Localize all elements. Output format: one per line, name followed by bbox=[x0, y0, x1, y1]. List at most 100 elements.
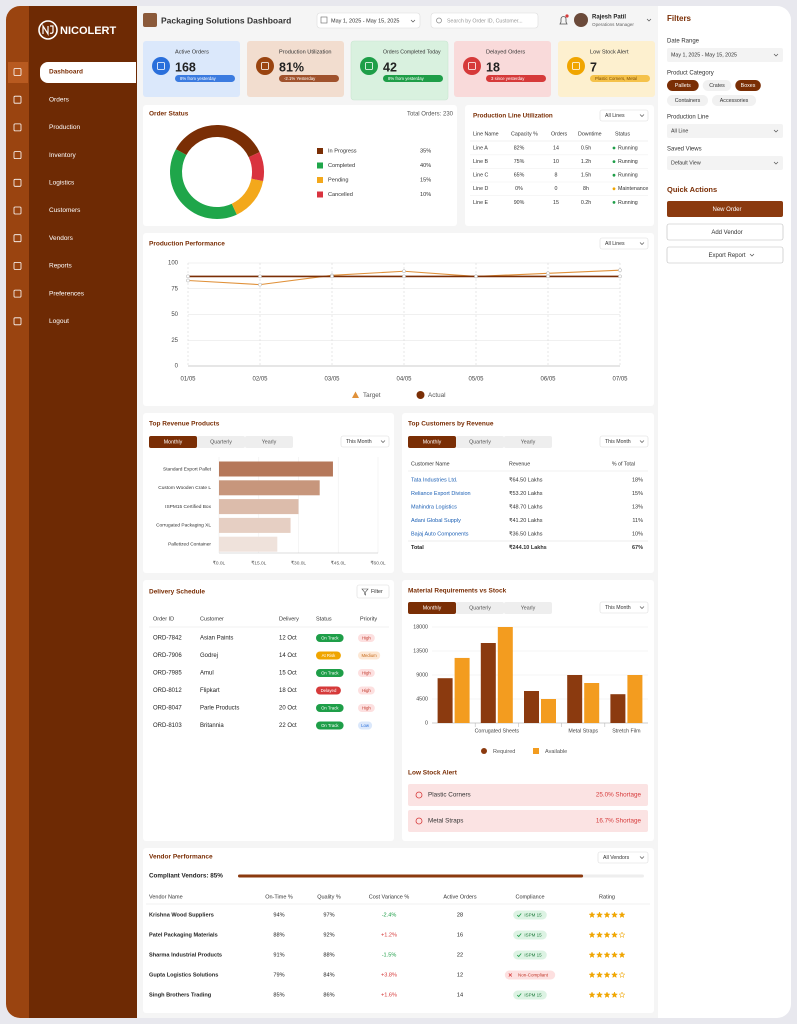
legend-swatch bbox=[317, 148, 323, 154]
table-cell: 14 Oct bbox=[279, 653, 297, 659]
nav-item[interactable]: Orders bbox=[49, 96, 70, 103]
nav-item[interactable]: Dashboard bbox=[49, 69, 83, 76]
table-cell: 84% bbox=[323, 972, 334, 978]
alert-shortage: 16.7% Shortage bbox=[596, 818, 642, 825]
nav-item[interactable]: Preferences bbox=[49, 290, 85, 297]
bar bbox=[524, 691, 539, 723]
nav-item[interactable]: Inventory bbox=[49, 152, 76, 159]
table-header: Rating bbox=[599, 894, 615, 900]
customer-name[interactable]: Adani Global Supply bbox=[411, 518, 461, 524]
legend-marker bbox=[481, 748, 487, 754]
card bbox=[402, 413, 654, 573]
kpi-note-pill bbox=[590, 75, 650, 82]
category-chip[interactable] bbox=[667, 80, 699, 91]
select[interactable] bbox=[667, 156, 783, 170]
tab[interactable] bbox=[456, 436, 504, 448]
dropdown[interactable] bbox=[340, 435, 390, 448]
nav-item[interactable]: Production bbox=[49, 124, 80, 131]
rating bbox=[588, 911, 626, 918]
tab[interactable] bbox=[149, 436, 197, 448]
tab[interactable] bbox=[456, 602, 504, 614]
card bbox=[465, 105, 654, 226]
select[interactable] bbox=[667, 48, 783, 62]
category-chip[interactable] bbox=[712, 95, 757, 106]
legend-swatch bbox=[317, 191, 323, 198]
alert-icon bbox=[415, 791, 423, 799]
tab[interactable] bbox=[504, 436, 552, 448]
legend-swatch bbox=[317, 162, 323, 169]
tab[interactable] bbox=[504, 602, 552, 614]
kpi-glyph bbox=[157, 62, 165, 70]
select[interactable] bbox=[667, 124, 783, 138]
revenue: ₹53.20 Lakhs bbox=[509, 490, 543, 497]
nav-item[interactable]: Vendors bbox=[49, 235, 74, 242]
card-title: Vendor Performance bbox=[149, 854, 213, 861]
check-icon bbox=[516, 953, 522, 958]
chevron bbox=[639, 440, 645, 443]
dropdown[interactable] bbox=[597, 851, 649, 864]
action-label[interactable]: New Order bbox=[712, 207, 741, 213]
date-picker[interactable] bbox=[316, 12, 421, 29]
kpi-note: 8% from yesterday bbox=[180, 76, 217, 81]
action-button[interactable] bbox=[667, 201, 783, 217]
nav-item[interactable]: Logout bbox=[49, 318, 69, 325]
dropdown[interactable] bbox=[599, 109, 649, 122]
tab[interactable] bbox=[408, 602, 456, 614]
kpi-card bbox=[247, 41, 344, 97]
share: 15% bbox=[632, 491, 643, 497]
search-box[interactable] bbox=[430, 12, 539, 29]
nav-item[interactable]: Customers bbox=[49, 207, 81, 214]
point bbox=[258, 274, 262, 279]
chevron bbox=[639, 856, 645, 859]
nav-icon bbox=[13, 234, 22, 243]
legend-value: 40% bbox=[420, 163, 431, 169]
tab[interactable] bbox=[245, 436, 293, 448]
compliance-pill bbox=[513, 910, 547, 920]
dropdown-label: This Month bbox=[605, 605, 631, 611]
table-cell: 20 Oct bbox=[279, 706, 297, 712]
kpi-icon bbox=[256, 57, 274, 75]
action-button[interactable] bbox=[666, 246, 784, 264]
dropdown-label: This Month bbox=[346, 439, 372, 445]
action-button[interactable] bbox=[666, 223, 784, 241]
customer-name[interactable]: Tata Industries Ltd. bbox=[411, 477, 458, 483]
dropdown[interactable] bbox=[599, 435, 649, 448]
customer-name[interactable]: Bajaj Auto Components bbox=[411, 531, 469, 537]
table-cell: 0% bbox=[515, 186, 523, 192]
tab[interactable] bbox=[408, 436, 456, 448]
table-cell: Flipkart bbox=[200, 688, 220, 694]
kpi-note-pill bbox=[383, 75, 443, 82]
table-cell: 1.5h bbox=[581, 173, 591, 179]
y-tick-label: 13500 bbox=[413, 648, 428, 654]
nav-item[interactable]: Logistics bbox=[49, 180, 75, 187]
table-cell: Asian Paints bbox=[200, 636, 233, 642]
select-value: May 1, 2025 - May 15, 2025 bbox=[671, 53, 737, 59]
customer-name[interactable]: Mahindra Logistics bbox=[411, 504, 457, 510]
dropdown-label: All Lines bbox=[605, 241, 625, 247]
title-icon bbox=[143, 13, 157, 27]
compliance-label: Compliant Vendors: 85% bbox=[149, 873, 223, 880]
category-chip[interactable] bbox=[702, 80, 732, 91]
compliance-text: ISPM 15 bbox=[524, 932, 542, 937]
card-title: Top Customers by Revenue bbox=[408, 421, 494, 428]
category-chip[interactable] bbox=[667, 95, 708, 106]
nav-icon bbox=[13, 289, 22, 298]
compliance-pill bbox=[513, 930, 547, 940]
action-label[interactable]: Add Vendor bbox=[711, 230, 742, 236]
table-header: Order ID bbox=[153, 616, 174, 622]
status-pill bbox=[316, 686, 341, 695]
tab[interactable] bbox=[197, 436, 245, 448]
field-label: Product Category bbox=[667, 71, 714, 77]
dropdown[interactable] bbox=[599, 601, 649, 614]
x-tick-label: ₹45.0L bbox=[331, 560, 346, 566]
nav-item[interactable]: Reports bbox=[49, 263, 73, 270]
filter-label[interactable]: Filter bbox=[371, 589, 383, 595]
action-label[interactable]: Export Report bbox=[708, 253, 745, 259]
dropdown[interactable] bbox=[599, 237, 649, 250]
kpi-label: Delayed Orders bbox=[486, 49, 525, 55]
calendar-icon bbox=[320, 16, 328, 24]
category-chip[interactable] bbox=[735, 80, 761, 91]
customer-name[interactable]: Reliance Export Division bbox=[411, 491, 471, 497]
logo-mark bbox=[38, 20, 58, 40]
star bbox=[610, 951, 619, 958]
